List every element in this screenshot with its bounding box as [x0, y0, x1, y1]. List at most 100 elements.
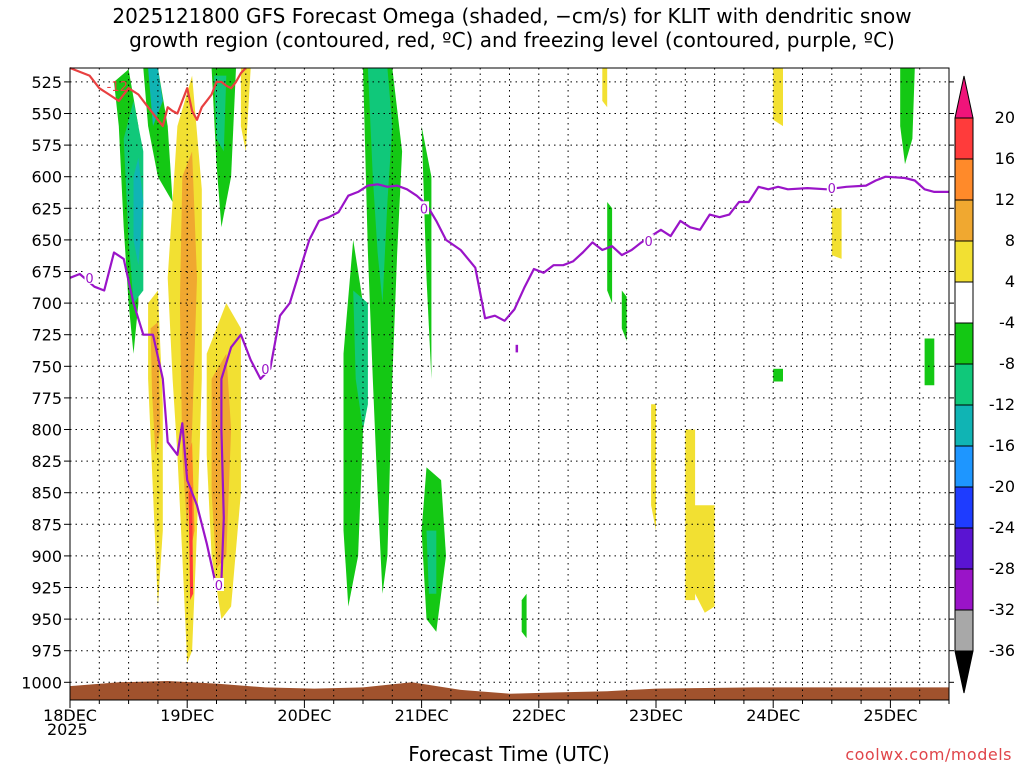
- colorbar-label: 4: [1005, 272, 1015, 291]
- dgz-contour-label: -12: [107, 80, 128, 95]
- colorbar-label: -20: [989, 477, 1015, 496]
- y-tick-label: 950: [31, 610, 62, 629]
- omega-region: [773, 68, 783, 127]
- omega-region: [773, 368, 783, 382]
- freezing-level-label: 0: [215, 579, 223, 594]
- freezing-level-label-bg: [213, 577, 224, 591]
- y-tick-label: 700: [31, 294, 62, 313]
- x-tick-label: 25DEC: [863, 706, 917, 725]
- omega-region: [133, 157, 144, 266]
- colorbar-label: -24: [989, 518, 1015, 537]
- freezing-level-label: 0: [420, 202, 428, 217]
- omega-region: [690, 505, 715, 613]
- colorbar-swatch: [954, 199, 974, 242]
- colorbar-swatch: [954, 486, 974, 529]
- y-tick-label: 650: [31, 231, 62, 250]
- y-tick-label: 600: [31, 168, 62, 187]
- freezing-level-label: 0: [85, 272, 93, 287]
- omega-region: [421, 126, 432, 379]
- y-axis: 525 550 575 600 625 650 675 700 725 750 775 800 825 8…: [21, 73, 954, 692]
- colorbar-swatch: [954, 568, 974, 611]
- omega-region: [651, 404, 656, 531]
- freezing-level-label: 0: [645, 235, 653, 250]
- omega-region: [602, 68, 608, 108]
- omega-shading-layer: [114, 68, 935, 664]
- y-tick-label: 975: [31, 642, 62, 661]
- omega-region: [521, 593, 527, 639]
- x-tick-label: 18DEC: [43, 706, 97, 725]
- freezing-level-label-bg: [826, 181, 837, 195]
- omega-region: [924, 338, 935, 386]
- colorbar-swatch: [954, 117, 974, 160]
- x-tick-label: 23DEC: [629, 706, 683, 725]
- colorbar-label: -28: [989, 559, 1015, 578]
- y-tick-label: 925: [31, 579, 62, 598]
- terrain-layer: [70, 681, 949, 700]
- y-tick-label: 550: [31, 105, 62, 124]
- colorbar-swatch: [954, 527, 974, 570]
- y-tick-label: 800: [31, 421, 62, 440]
- omega-region: [685, 429, 696, 601]
- y-tick-label: 900: [31, 547, 62, 566]
- chart-title: 2025121800 GFS Forecast Omega (shaded, −…: [0, 4, 1024, 52]
- colorbar-swatch: [954, 445, 974, 488]
- chart-title-line-1: 2025121800 GFS Forecast Omega (shaded, −…: [112, 4, 912, 28]
- colorbar-label: -16: [989, 436, 1015, 455]
- year-label: 2025: [47, 720, 88, 739]
- freezing-level-label: 0: [828, 182, 836, 197]
- omega-region: [426, 530, 437, 594]
- freezing-level-label-bg: [643, 234, 654, 248]
- colorbar-swatch: [954, 404, 974, 447]
- y-tick-label: 525: [31, 73, 62, 92]
- grid-layer: [69, 68, 950, 700]
- freezing-level-label-bg: [260, 361, 271, 375]
- colorbar-swatch: [954, 363, 974, 406]
- colorbar-label: -36: [989, 641, 1015, 660]
- colorbar: 20 16 12 8 4 -4 -8 -12 -16 -20 -24 -28 -32 -36: [954, 75, 1015, 694]
- omega-region: [831, 208, 842, 259]
- x-tick-label: 21DEC: [395, 706, 449, 725]
- freezing-level-label-bg: [419, 201, 430, 215]
- colorbar-label: -8: [999, 354, 1015, 373]
- freezing-level-line: [69, 175, 949, 589]
- y-tick-label: 875: [31, 515, 62, 534]
- terrain-fill: [70, 681, 949, 700]
- colorbar-swatch: [954, 281, 974, 324]
- omega-region: [353, 290, 368, 430]
- omega-region: [343, 239, 363, 607]
- y-tick-label: 575: [31, 136, 62, 155]
- omega-region: [900, 68, 915, 165]
- colorbar-label: 20: [995, 108, 1015, 127]
- colorbar-swatch: [954, 158, 974, 201]
- x-tick-label: 24DEC: [746, 706, 800, 725]
- y-tick-label: 750: [31, 357, 62, 376]
- y-tick-label: 625: [31, 199, 62, 218]
- y-tick-label: 775: [31, 389, 62, 408]
- y-tick-label: 850: [31, 484, 62, 503]
- dgz-contour-line: [69, 66, 247, 128]
- y-tick-label: 825: [31, 452, 62, 471]
- omega-region: [621, 290, 627, 341]
- colorbar-label: 8: [1005, 231, 1015, 250]
- omega-region: [188, 486, 194, 601]
- colorbar-label: -32: [989, 600, 1015, 619]
- omega-region: [607, 202, 613, 304]
- freezing-level-label-bg: [84, 270, 95, 284]
- y-tick-label: 675: [31, 263, 62, 282]
- colorbar-bottom-arrow: [954, 650, 974, 694]
- colorbar-label: -12: [989, 395, 1015, 414]
- x-axis: 18DEC 19DEC 20DEC 21DEC 22DEC 23DEC 24DEC 25DEC: [43, 700, 950, 725]
- credit-text: coolwx.com/models: [845, 745, 1012, 764]
- chart-title-line-2: growth region (contoured, red, ºC) and f…: [129, 28, 895, 52]
- colorbar-label: 16: [995, 149, 1015, 168]
- colorbar-label: -4: [999, 313, 1015, 332]
- y-tick-label: 1000: [21, 673, 62, 692]
- colorbar-swatch: [954, 240, 974, 283]
- y-tick-label: 725: [31, 326, 62, 345]
- x-tick-label: 20DEC: [277, 706, 331, 725]
- omega-region: [240, 68, 251, 152]
- x-tick-label: 19DEC: [160, 706, 214, 725]
- colorbar-label: 12: [995, 190, 1015, 209]
- x-axis-label: Forecast Time (UTC): [408, 742, 610, 766]
